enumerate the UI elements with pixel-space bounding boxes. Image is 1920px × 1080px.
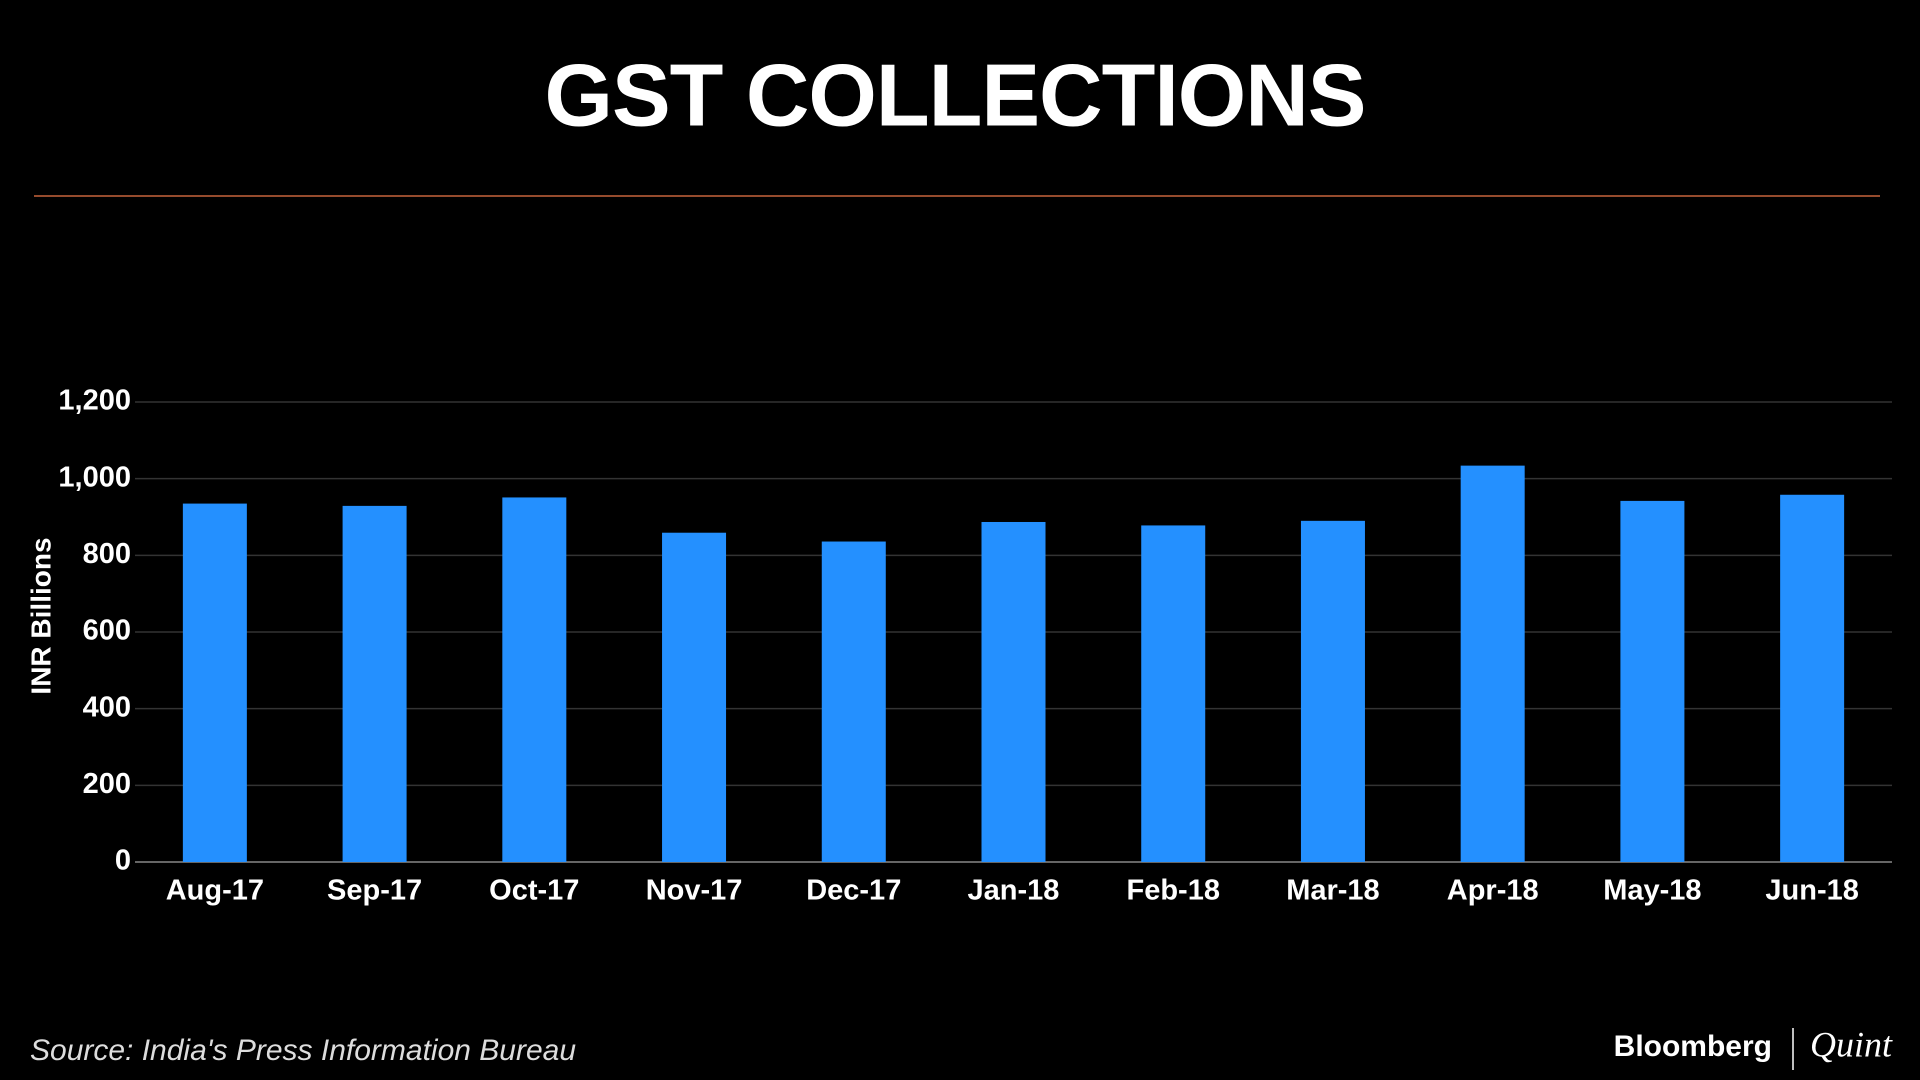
brand-name: Bloomberg: [1614, 1030, 1772, 1063]
bar: [981, 521, 1046, 862]
x-tick-label: Nov-17: [646, 875, 743, 907]
x-tick-label: Feb-18: [1126, 875, 1219, 907]
chart-title: GST COLLECTIONS: [545, 45, 1366, 144]
bar: [1141, 525, 1206, 862]
y-tick-label: 1,000: [58, 461, 131, 493]
brand-name: Quint: [1810, 1024, 1893, 1064]
y-tick-label: 800: [83, 538, 131, 570]
x-tick-label: Mar-18: [1286, 875, 1380, 907]
x-tick-label: Dec-17: [806, 875, 901, 907]
x-tick-label: Sep-17: [327, 875, 422, 907]
bar: [342, 505, 407, 862]
bar: [182, 503, 247, 862]
bar: [502, 497, 567, 862]
x-tick-label: Oct-17: [489, 875, 579, 907]
x-tick-label: Jun-18: [1765, 875, 1858, 907]
y-tick-label: 0: [115, 845, 131, 877]
y-axis-label: INR Billions: [25, 537, 56, 694]
bar: [1460, 465, 1525, 862]
bar: [1620, 500, 1685, 862]
x-tick-label: May-18: [1603, 875, 1701, 907]
y-tick-label: 400: [83, 691, 131, 723]
bar: [821, 541, 886, 862]
y-tick-label: 1,200: [58, 385, 131, 417]
bar: [1300, 520, 1365, 862]
bar: [662, 532, 727, 862]
source: Source: India's Press Information Bureau: [30, 1034, 576, 1067]
y-tick-label: 200: [83, 768, 131, 800]
bar: [1780, 494, 1845, 862]
x-tick-label: Jan-18: [968, 875, 1060, 907]
x-tick-label: Apr-18: [1447, 875, 1539, 907]
x-tick-label: Aug-17: [166, 875, 264, 907]
y-tick-label: 600: [83, 615, 131, 647]
